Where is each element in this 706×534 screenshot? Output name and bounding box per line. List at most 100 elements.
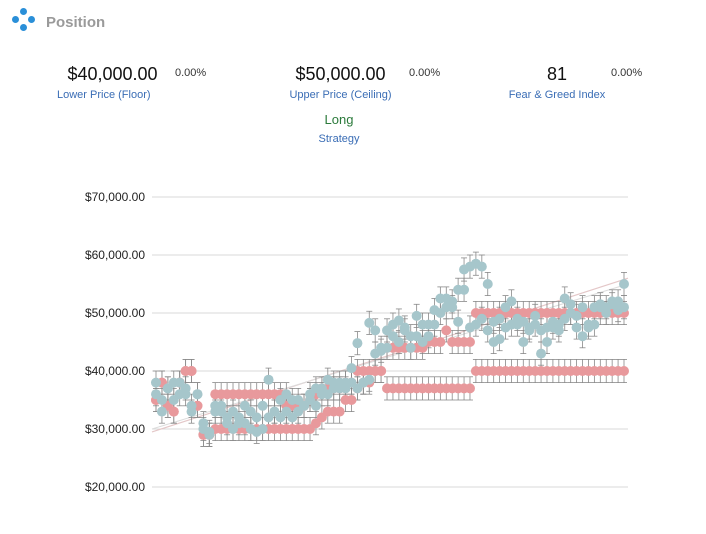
data-point (310, 400, 321, 411)
y-tick-label: $40,000.00 (85, 364, 145, 378)
upper-price-value: $50,000.00 (295, 64, 386, 84)
data-point (518, 337, 529, 347)
data-point (370, 325, 381, 336)
data-point (494, 313, 505, 324)
data-point (577, 331, 588, 342)
y-tick-label: $70,000.00 (85, 190, 145, 204)
data-point (287, 412, 298, 423)
upper-price-label: Upper Price (Ceiling) (289, 89, 392, 101)
data-point (441, 325, 452, 336)
lower-price-label: Lower Price (Floor) (57, 89, 151, 101)
data-point (180, 389, 191, 400)
data-point (263, 374, 274, 385)
trend-line (151, 283, 629, 430)
lower-price-value: $40,000.00 (67, 64, 158, 84)
app-header: Position (12, 8, 105, 32)
data-point (322, 389, 333, 400)
data-point (251, 412, 262, 423)
lower-price-stat: $40,000.00 0.00% Lower Price (Floor) (55, 64, 206, 101)
data-point (393, 315, 404, 326)
data-point (607, 296, 618, 307)
data-point (482, 279, 493, 289)
data-point (198, 418, 209, 429)
data-point (151, 377, 161, 388)
data-point (168, 395, 179, 405)
fear-greed-stat: 81 0.00% Fear & Greed Index (502, 64, 643, 101)
data-point (405, 342, 416, 353)
page-title: Position (46, 13, 106, 31)
data-point (619, 279, 629, 289)
data-point (524, 322, 535, 333)
data-point (619, 302, 629, 313)
data-point (435, 308, 446, 318)
data-point (364, 317, 375, 328)
data-point (204, 426, 215, 437)
data-point (399, 325, 410, 336)
data-point (186, 400, 197, 411)
data-point (192, 389, 203, 400)
data-point (577, 302, 588, 313)
data-point (156, 406, 167, 417)
upper-price-change: 0.00% (409, 67, 441, 79)
data-point (228, 424, 239, 434)
data-point (435, 337, 446, 347)
data-point (376, 366, 387, 376)
data-point (346, 363, 357, 374)
data-point (541, 337, 552, 347)
strategy-label: Strategy (318, 133, 360, 145)
data-point (494, 334, 505, 345)
data-point (346, 395, 357, 405)
data-point (216, 406, 227, 417)
data-point (352, 338, 363, 349)
y-tick-label: $30,000.00 (85, 422, 145, 436)
data-point (441, 293, 452, 304)
data-point (364, 374, 375, 385)
data-point (565, 299, 576, 310)
upper-price-stat: $50,000.00 0.00% Upper Price (Ceiling) (283, 64, 440, 101)
y-tick-label: $50,000.00 (85, 306, 145, 320)
data-point (619, 366, 629, 376)
data-point (174, 377, 185, 388)
lower-price-change: 0.00% (175, 67, 207, 79)
data-point (429, 319, 440, 330)
fear-greed-value: 81 (546, 64, 568, 84)
strategy-stat: Long Strategy (289, 112, 389, 145)
data-point (299, 400, 310, 411)
four-dots-logo-icon (12, 8, 36, 32)
data-point (476, 313, 487, 324)
data-point (453, 316, 464, 327)
data-point (393, 337, 404, 347)
data-point (506, 296, 517, 307)
data-point (269, 406, 280, 417)
data-point (275, 424, 286, 434)
trend-line (151, 277, 629, 433)
y-tick-label: $60,000.00 (85, 248, 145, 262)
data-point (257, 424, 268, 434)
data-point (482, 325, 493, 336)
data-point (151, 389, 161, 400)
fear-greed-label: Fear & Greed Index (508, 89, 606, 101)
data-point (334, 406, 345, 417)
data-point (275, 395, 286, 405)
data-point (571, 310, 582, 321)
y-tick-label: $20,000.00 (85, 480, 145, 494)
data-point (417, 337, 428, 347)
fear-greed-change: 0.00% (611, 67, 643, 79)
data-point (447, 302, 458, 313)
data-point (257, 400, 268, 411)
data-point (411, 310, 422, 321)
data-point (459, 284, 470, 295)
strategy-value: Long (324, 112, 354, 127)
data-point (168, 406, 179, 417)
data-point (186, 366, 197, 376)
data-point (464, 337, 475, 347)
data-point (583, 319, 594, 330)
data-point (512, 313, 523, 324)
data-point (571, 322, 582, 333)
data-point (530, 310, 541, 321)
data-point (476, 261, 487, 272)
data-point (536, 348, 547, 359)
data-point (376, 342, 387, 353)
data-point (162, 383, 173, 394)
